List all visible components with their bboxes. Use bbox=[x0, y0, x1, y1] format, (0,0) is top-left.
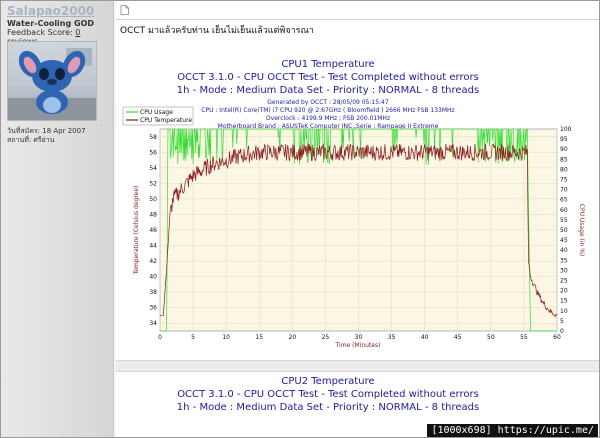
graph1-line1: OCCT 3.1.0 - CPU OCCT Test - Test Comple… bbox=[177, 72, 479, 83]
feedback-count-link[interactable]: 0 bbox=[75, 28, 81, 37]
y-axis-left-ticks: 34 36 38 40 42 44 46 48 50 52 54 56 58 bbox=[149, 134, 157, 327]
x-tick-label: 5 bbox=[191, 334, 195, 341]
y-right-tick-label: 45 bbox=[560, 237, 568, 244]
post-separator bbox=[116, 360, 599, 372]
y-right-tick-label: 35 bbox=[560, 257, 568, 264]
y-right-tick-label: 50 bbox=[560, 227, 568, 234]
x-tick-label: 15 bbox=[255, 334, 263, 341]
cpu-temperature-series bbox=[160, 143, 558, 318]
user-title: Water-Cooling GOD bbox=[7, 19, 95, 28]
y-right-tick-label: 70 bbox=[560, 187, 568, 194]
y-right-tick-label: 90 bbox=[560, 146, 568, 153]
user-sidebar: Salapao2000 Water-Cooling GOD Feedback S… bbox=[1, 1, 114, 437]
y-right-tick-label: 30 bbox=[560, 267, 568, 274]
y-right-tick-label: 10 bbox=[560, 308, 568, 315]
y-right-tick-label: 60 bbox=[560, 207, 568, 214]
x-tick-label: 20 bbox=[289, 334, 297, 341]
username-link[interactable]: Salapao2000 bbox=[7, 4, 95, 18]
legend-cpu-temperature: CPU Temperature bbox=[140, 117, 192, 124]
y-left-tick-label: 38 bbox=[149, 289, 157, 296]
y-right-tick-label: 5 bbox=[560, 318, 564, 325]
x-tick-label: 60 bbox=[553, 334, 561, 341]
x-tick-label: 55 bbox=[520, 334, 528, 341]
cpu1-temperature-graph: CPU1 Temperature OCCT 3.1.0 - CPU OCCT T… bbox=[118, 53, 596, 359]
y-left-tick-label: 52 bbox=[149, 180, 157, 187]
y-left-tick-label: 40 bbox=[149, 274, 157, 281]
y-right-tick-label: 80 bbox=[560, 166, 568, 173]
cpu-usage-series bbox=[160, 128, 557, 332]
y-left-tick-label: 50 bbox=[149, 196, 157, 203]
y-right-tick-label: 20 bbox=[560, 288, 568, 295]
x-tick-label: 30 bbox=[355, 334, 363, 341]
image-size-watermark: [1000x698] https://upic.me/ bbox=[427, 424, 598, 437]
post-document-icon bbox=[120, 5, 129, 15]
graph2-title: CPU2 Temperature bbox=[281, 376, 374, 387]
legend-cpu-usage: CPU Usage bbox=[140, 109, 173, 116]
x-tick-label: 10 bbox=[222, 334, 230, 341]
y-left-tick-label: 42 bbox=[149, 258, 157, 265]
cpu-temperature-line bbox=[160, 143, 558, 318]
stitch-avatar-image bbox=[8, 48, 96, 120]
chart-legend: CPU Usage CPU Temperature bbox=[122, 106, 194, 126]
x-tick-label: 40 bbox=[421, 334, 429, 341]
post-text: OCCT มาแล้วครับท่าน เย็นไม่เย็นแล้วแต่พิ… bbox=[120, 26, 314, 36]
y-right-tick-label: 0 bbox=[560, 328, 564, 335]
x-tick-label: 0 bbox=[158, 334, 162, 341]
x-tick-label: 45 bbox=[454, 334, 462, 341]
graph2-line2: 1h - Mode : Medium Data Set - Priority :… bbox=[177, 402, 479, 413]
y-right-tick-label: 25 bbox=[560, 278, 568, 285]
x-tick-label: 25 bbox=[322, 334, 330, 341]
plot-grid bbox=[159, 129, 558, 331]
x-axis-ticks: 0 5 10 15 20 25 30 35 40 45 50 55 60 bbox=[158, 334, 561, 341]
y-left-tick-label: 48 bbox=[149, 211, 157, 218]
join-date: วันที่สมัคร: 18 Apr 2007 bbox=[7, 127, 86, 135]
graph1-board: Motherboard Brand : ASUSTeK Computer INC… bbox=[218, 123, 439, 130]
x-tick-label: 50 bbox=[487, 334, 495, 341]
graph1-generated: Generated by OCCT : 28/05/09 05:15:47 bbox=[267, 99, 389, 106]
cpu-usage-line bbox=[160, 128, 557, 332]
graph2-line1: OCCT 3.1.0 - CPU OCCT Test - Test Comple… bbox=[177, 389, 479, 400]
graph1-overclock: Overclock : 4199.9 MHz ; FSB 200.01MHz bbox=[266, 115, 390, 122]
y-left-tick-label: 34 bbox=[149, 320, 157, 327]
user-location: สถานที่: ศรีย่าน bbox=[7, 136, 55, 144]
x-tick-label: 35 bbox=[388, 334, 396, 341]
avatar bbox=[7, 41, 97, 121]
y-left-tick-label: 46 bbox=[149, 227, 157, 234]
y-right-tick-label: 75 bbox=[560, 177, 568, 184]
y-axis-left-label: Temperature (Celsius degree) bbox=[133, 186, 140, 276]
graph1-title: CPU1 Temperature bbox=[281, 59, 374, 70]
y-right-tick-label: 85 bbox=[560, 156, 568, 163]
y-left-tick-label: 58 bbox=[149, 134, 157, 141]
y-right-tick-label: 100 bbox=[560, 126, 572, 133]
y-axis-right-label: CPU Usage (in %) bbox=[578, 204, 585, 256]
y-right-tick-label: 15 bbox=[560, 298, 568, 305]
y-left-tick-label: 54 bbox=[149, 165, 157, 172]
graph1-cpu: CPU : Intel(R) Core(TM) i7 CPU 920 @ 2.6… bbox=[201, 107, 454, 114]
y-left-tick-label: 44 bbox=[149, 243, 157, 250]
x-axis-label: Time (Minutes) bbox=[335, 342, 381, 349]
y-right-tick-label: 40 bbox=[560, 247, 568, 254]
y-left-tick-label: 56 bbox=[149, 149, 157, 156]
y-left-tick-label: 36 bbox=[149, 305, 157, 312]
y-right-tick-label: 65 bbox=[560, 197, 568, 204]
graph1-line2: 1h - Mode : Medium Data Set - Priority :… bbox=[177, 85, 479, 96]
y-axis-right-ticks: 0 5 10 15 20 25 30 35 40 45 50 55 60 65 70 75 80 85 90 95 10… bbox=[560, 126, 572, 335]
y-right-tick-label: 95 bbox=[560, 136, 568, 143]
post-content: OCCT มาแล้วครับท่าน เย็นไม่เย็นแล้วแต่พิ… bbox=[116, 1, 599, 437]
post-divider bbox=[116, 19, 599, 20]
feedback-label: Feedback Score: bbox=[7, 28, 73, 37]
y-right-tick-label: 55 bbox=[560, 217, 568, 224]
cpu2-temperature-graph: CPU2 Temperature OCCT 3.1.0 - CPU OCCT T… bbox=[118, 373, 596, 437]
